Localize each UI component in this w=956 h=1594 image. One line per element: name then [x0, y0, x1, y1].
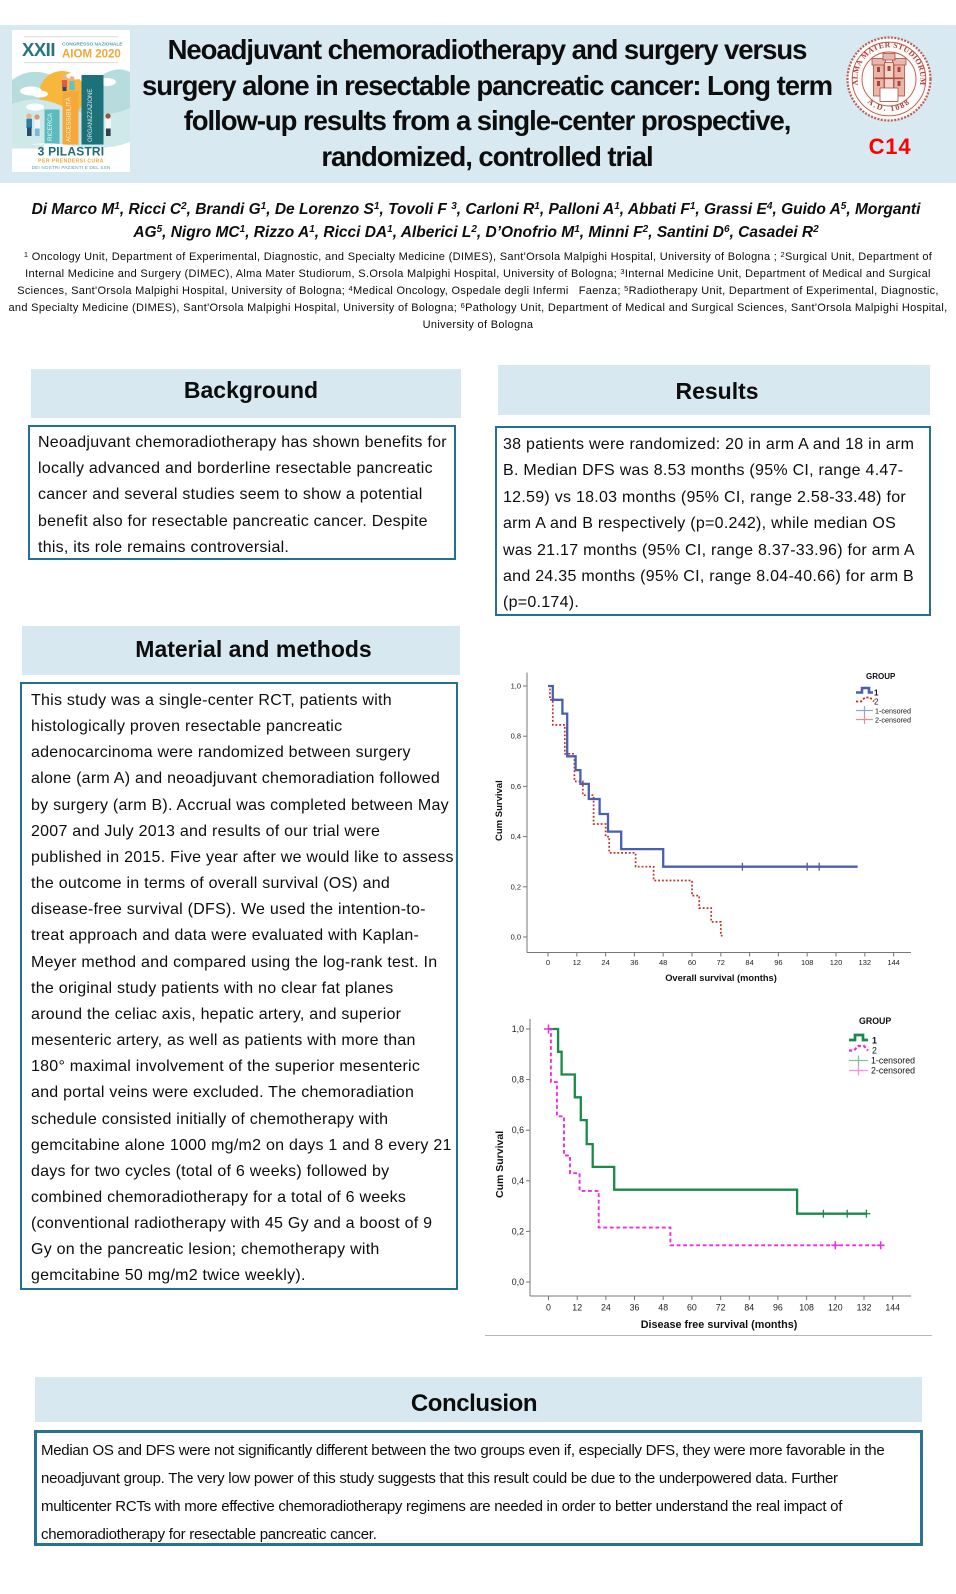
svg-text:2: 2 [872, 1046, 877, 1056]
svg-text:Cum Survival: Cum Survival [494, 780, 505, 841]
svg-text:72: 72 [716, 1303, 726, 1313]
svg-text:ACCESSIBILITÀ: ACCESSIBILITÀ [66, 97, 73, 142]
svg-text:Disease free survival (months): Disease free survival (months) [641, 1319, 798, 1331]
svg-text:2: 2 [874, 698, 879, 707]
svg-text:2-censored: 2-censored [875, 716, 911, 725]
svg-text:0: 0 [546, 958, 550, 967]
svg-text:132: 132 [857, 1303, 872, 1313]
svg-text:96: 96 [774, 958, 782, 967]
svg-text:144: 144 [885, 1303, 900, 1313]
svg-text:144: 144 [887, 958, 900, 967]
svg-text:0,6: 0,6 [512, 1125, 524, 1135]
svg-text:CONGRESSO NAZIONALE: CONGRESSO NAZIONALE [62, 42, 123, 48]
svg-text:108: 108 [801, 958, 814, 967]
svg-text:1: 1 [874, 689, 879, 698]
svg-text:AIOM 2020: AIOM 2020 [62, 49, 121, 61]
svg-text:GROUP: GROUP [866, 672, 896, 681]
svg-text:GROUP: GROUP [859, 1016, 891, 1026]
svg-text:PER PRENDERSI CURA: PER PRENDERSI CURA [38, 159, 104, 165]
svg-text:12: 12 [572, 1303, 582, 1313]
svg-text:0,2: 0,2 [511, 882, 521, 891]
svg-text:2-censored: 2-censored [871, 1066, 915, 1076]
svg-text:0,8: 0,8 [511, 732, 521, 741]
svg-text:24: 24 [601, 1303, 611, 1313]
svg-text:84: 84 [744, 1303, 754, 1313]
svg-text:DEI NOSTRI PAZIENTI E DEL SSN: DEI NOSTRI PAZIENTI E DEL SSN [32, 165, 111, 170]
svg-text:60: 60 [688, 958, 696, 967]
svg-text:0,8: 0,8 [512, 1075, 524, 1085]
svg-text:0,4: 0,4 [511, 832, 521, 841]
svg-text:0,4: 0,4 [512, 1176, 524, 1186]
svg-text:0: 0 [546, 1303, 551, 1313]
svg-text:0,2: 0,2 [512, 1226, 524, 1236]
svg-text:1-censored: 1-censored [871, 1056, 915, 1066]
svg-text:84: 84 [745, 958, 753, 967]
svg-text:120: 120 [830, 958, 843, 967]
svg-text:48: 48 [659, 958, 667, 967]
svg-text:Overall survival (months): Overall survival (months) [665, 973, 777, 983]
svg-text:12: 12 [573, 958, 581, 967]
svg-text:108: 108 [799, 1303, 814, 1313]
svg-text:ORGANIZZAZIONE: ORGANIZZAZIONE [88, 89, 94, 142]
svg-text:72: 72 [717, 958, 725, 967]
svg-text:132: 132 [859, 958, 872, 967]
svg-text:3 PILASTRI: 3 PILASTRI [38, 145, 105, 159]
svg-text:60: 60 [687, 1303, 697, 1313]
svg-text:0,0: 0,0 [511, 933, 521, 942]
svg-text:1-censored: 1-censored [875, 707, 911, 716]
svg-text:0,0: 0,0 [512, 1277, 524, 1287]
svg-text:96: 96 [773, 1303, 783, 1313]
svg-text:1,0: 1,0 [512, 1024, 524, 1034]
svg-text:RICERCA: RICERCA [47, 112, 54, 141]
svg-text:48: 48 [658, 1303, 668, 1313]
svg-text:1,0: 1,0 [511, 682, 521, 691]
svg-text:36: 36 [630, 958, 638, 967]
svg-text:120: 120 [828, 1303, 843, 1313]
svg-text:0,6: 0,6 [511, 782, 521, 791]
svg-text:24: 24 [601, 958, 609, 967]
svg-text:36: 36 [630, 1303, 640, 1313]
svg-text:1: 1 [872, 1036, 877, 1046]
svg-text:XXII: XXII [22, 39, 55, 60]
svg-text:Cum Survival: Cum Survival [494, 1131, 506, 1198]
